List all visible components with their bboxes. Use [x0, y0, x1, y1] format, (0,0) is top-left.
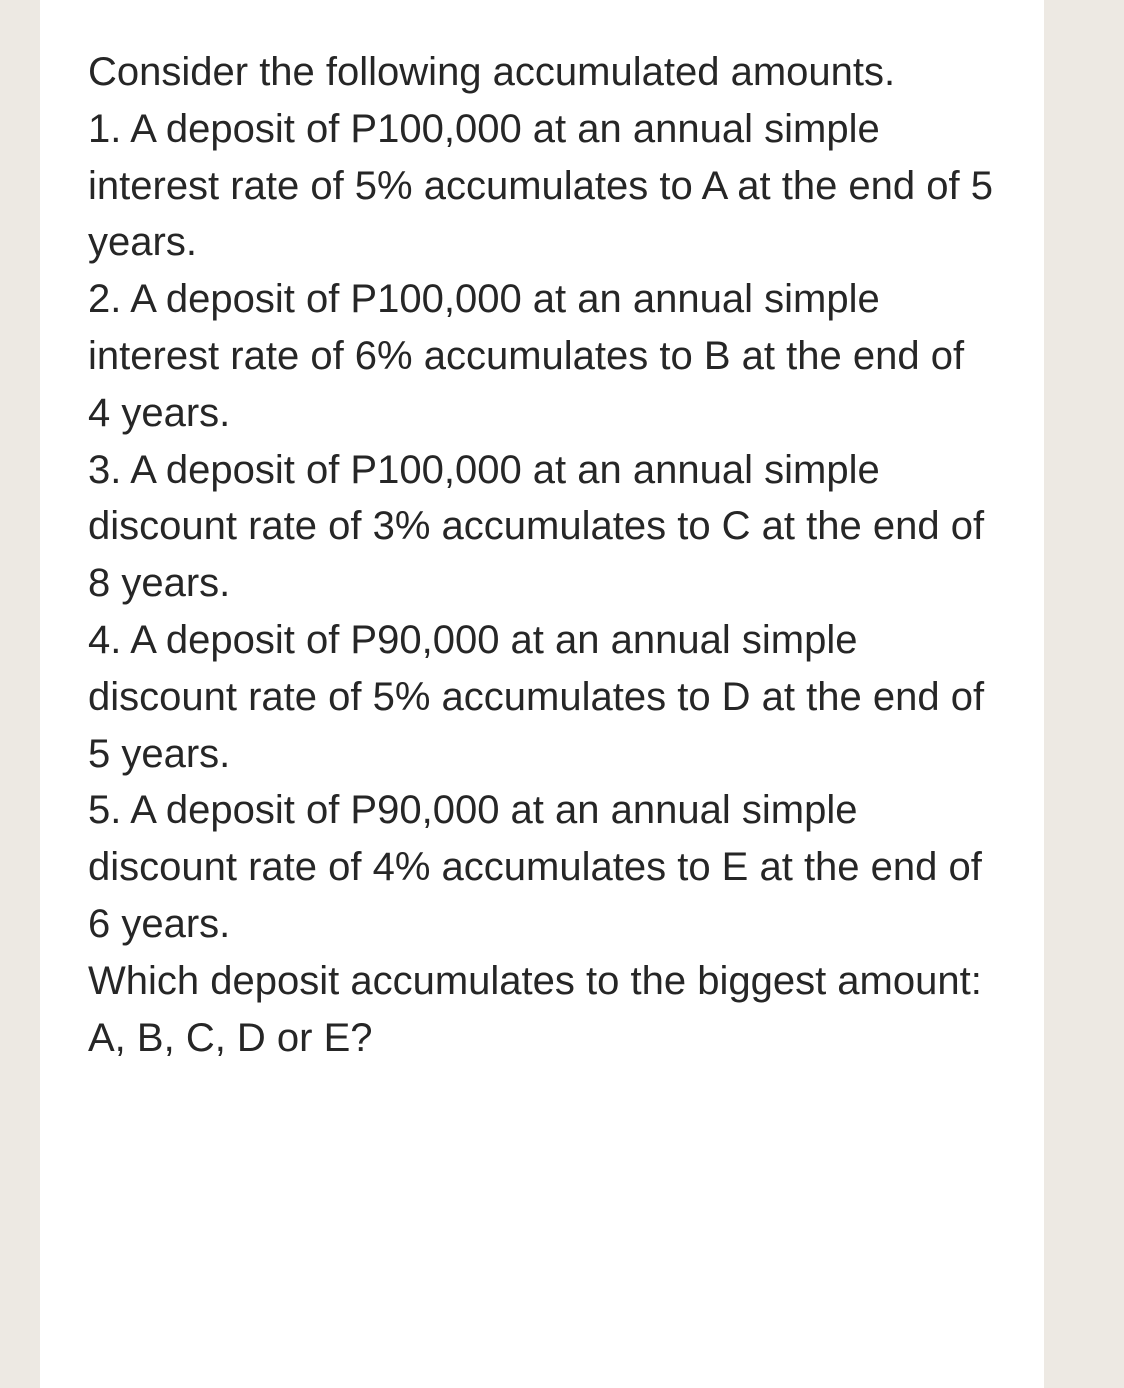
- item-3: 3. A deposit of P100,000 at an annual si…: [88, 442, 996, 612]
- item-1: 1. A deposit of P100,000 at an annual si…: [88, 101, 996, 271]
- item-5: 5. A deposit of P90,000 at an annual sim…: [88, 782, 996, 952]
- intro-paragraph: Consider the following accumulated amoun…: [88, 44, 996, 101]
- item-4: 4. A deposit of P90,000 at an annual sim…: [88, 612, 996, 782]
- item-2: 2. A deposit of P100,000 at an annual si…: [88, 271, 996, 441]
- problem-text-block: Consider the following accumulated amoun…: [88, 44, 996, 1066]
- document-content: Consider the following accumulated amoun…: [40, 0, 1044, 1388]
- question-paragraph: Which deposit accumulates to the biggest…: [88, 953, 996, 1067]
